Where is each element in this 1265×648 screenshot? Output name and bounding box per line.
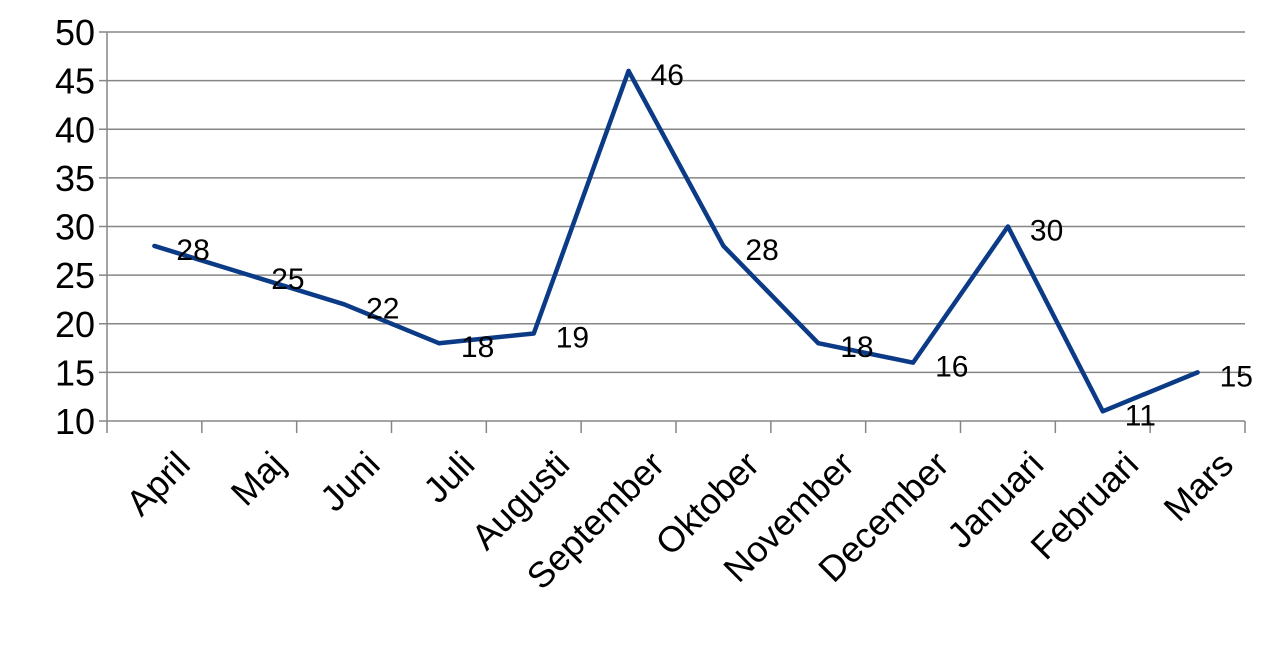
series-line [152, 68, 1200, 414]
gridlines [107, 31, 1245, 374]
data-point [1005, 224, 1010, 229]
data-label: 15 [1220, 360, 1253, 393]
y-tick-label: 30 [55, 207, 95, 248]
data-point [436, 341, 441, 346]
x-tick-label: Mars [1155, 443, 1241, 529]
data-label: 25 [271, 263, 304, 296]
y-axis-tick-labels: 10 15 20 25 30 35 40 45 50 [55, 12, 95, 442]
axes [99, 31, 1246, 433]
y-tick-label: 10 [55, 401, 95, 442]
data-label: 19 [556, 321, 589, 354]
data-label: 18 [840, 331, 873, 364]
y-tick-label: 25 [55, 255, 95, 296]
series-layer [152, 68, 1200, 414]
data-point [342, 302, 347, 307]
data-label: 18 [461, 331, 494, 364]
data-point [1100, 409, 1105, 414]
data-point [152, 243, 157, 248]
x-tick-label: Februari [1022, 443, 1146, 567]
data-label: 22 [366, 292, 399, 325]
y-tick-label: 20 [55, 304, 95, 345]
data-label: 11 [1125, 399, 1156, 432]
data-point [1195, 370, 1200, 375]
data-point [247, 273, 252, 278]
x-tick-label: Maj [223, 443, 293, 513]
data-label: 46 [651, 59, 684, 92]
data-label: 16 [935, 351, 968, 384]
x-axis-tick-labels: April Maj Juni JuliAugustiSeptemberOktoberN… [118, 443, 1241, 597]
x-tick-label: Juli [415, 443, 482, 510]
data-label: 30 [1030, 215, 1063, 248]
data-point [531, 331, 536, 336]
y-tick-label: 40 [55, 109, 95, 150]
data-point [911, 360, 916, 365]
data-point [721, 243, 726, 248]
y-tick-label: 15 [55, 352, 95, 393]
y-tick-label: 50 [55, 12, 95, 53]
data-point [816, 341, 821, 346]
data-labels: 28 25 22 18 19 46 28 18 16 30 11 15 [176, 59, 1253, 432]
y-tick-label: 45 [55, 61, 95, 102]
data-point [626, 68, 631, 73]
data-label: 28 [176, 234, 209, 267]
x-tick-label: Juni [312, 443, 388, 519]
data-label: 28 [745, 234, 778, 267]
y-tick-label: 35 [55, 158, 95, 199]
x-tick-label: April [118, 443, 198, 523]
